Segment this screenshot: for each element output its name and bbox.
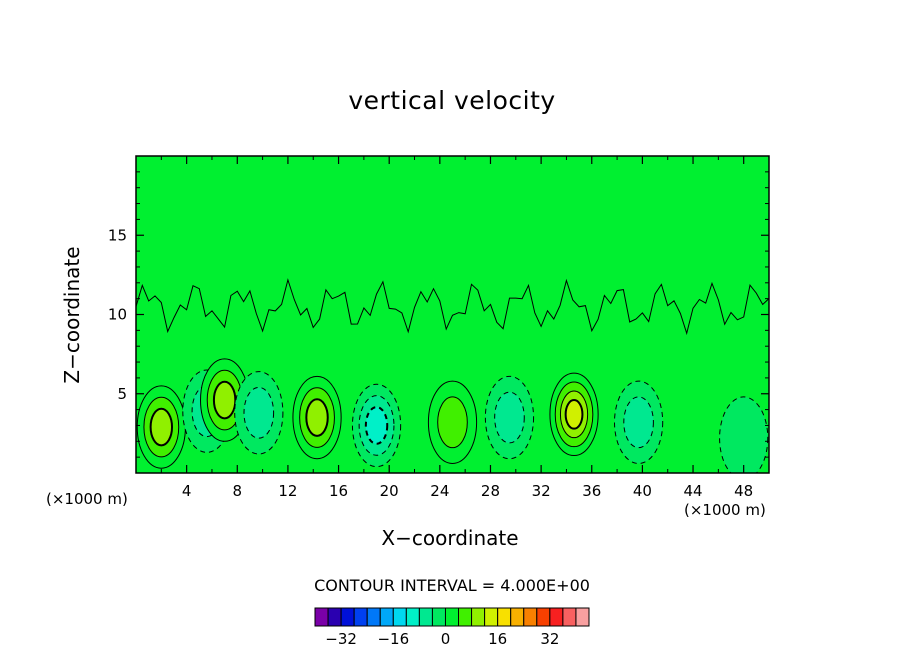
contour-cell-8-level-3 [564,399,584,430]
colorbar-swatch [431,607,446,627]
y-tick-label: 15 [108,226,127,244]
colorbar-swatch [405,607,420,627]
colorbar-swatch [497,607,512,627]
colorbar-tick-label: 32 [540,630,559,648]
colorbar-swatch [353,607,368,627]
colorbar-swatch [444,607,460,627]
contour-cell-0-level-2 [149,407,174,447]
chart-title: vertical velocity [348,86,556,115]
x-tick-label: 24 [430,482,449,500]
x-tick-label: 8 [233,482,243,500]
contour-cell-2-level-2 [212,380,237,420]
x-tick-label: 12 [278,482,297,500]
colorbar-swatch [418,607,433,627]
contour-cell-3-level-1 [243,386,275,439]
contour-cell-5-level-2 [364,406,389,445]
colorbar-swatch [314,607,329,627]
contour-cell-10-level-0 [719,396,769,473]
colorbar-tick-label: 16 [488,630,507,648]
colorbar-tick-label: 0 [441,630,451,648]
y-tick-label: 5 [117,385,127,403]
colorbar-swatch [575,607,590,627]
colorbar-swatch [549,607,564,627]
zero-contour-line [136,278,769,336]
x-tick-label: 40 [633,482,652,500]
x-axis-unit-label: (×1000 m) [684,501,766,519]
contour-cell-4-level-2 [305,398,329,437]
y-tick-label: 10 [108,306,127,324]
x-tick-label: 36 [582,482,601,500]
colorbar-swatch [458,607,473,627]
x-tick-label: 44 [683,482,702,500]
x-tick-label: 48 [734,482,753,500]
colorbar-swatch [327,607,342,627]
x-tick-label: 4 [182,482,192,500]
contour-interval-label: CONTOUR INTERVAL = 4.000E+00 [314,576,590,595]
x-tick-label: 20 [380,482,399,500]
x-tick-label: 28 [481,482,500,500]
colorbar-swatch [471,607,486,627]
contour-cell-7-level-1 [494,391,525,444]
colorbar-swatch [392,607,407,627]
colorbar-swatch [340,607,355,627]
y-axis-unit-label: (×1000 m) [46,490,128,508]
colorbar-swatch [523,607,538,627]
contour-cell-9-level-1 [623,396,654,449]
colorbar-tick-label: −32 [325,630,357,648]
colorbar-tick-label: −16 [377,630,409,648]
contour-cell-6-level-1 [437,396,468,449]
colorbar: −32 −16 0 16 32 [314,607,590,648]
x-tick-label: 16 [329,482,348,500]
colorbar-swatch [536,607,551,627]
colorbar-swatch [379,607,394,627]
x-axis-label: X−coordinate [381,526,519,550]
colorbar-swatch [510,607,525,627]
colorbar-swatch [484,607,499,627]
x-tick-label: 32 [532,482,551,500]
contour-lines [136,278,769,473]
colorbar-swatch [562,607,577,627]
colorbar-swatch [366,607,381,627]
